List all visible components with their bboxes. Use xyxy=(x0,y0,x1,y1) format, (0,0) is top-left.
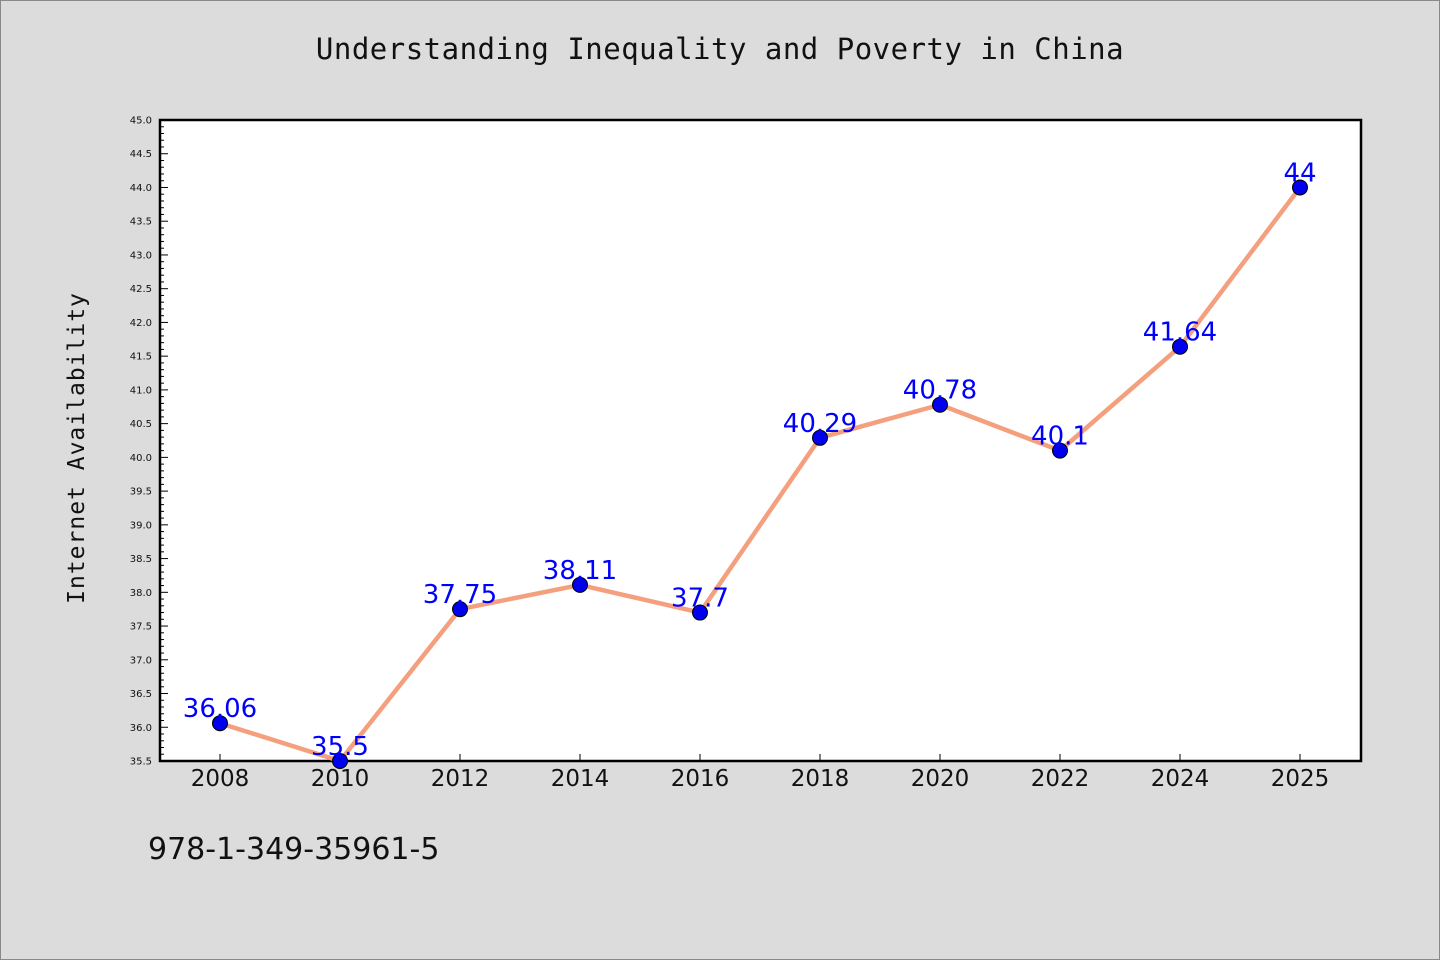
series-line-group xyxy=(217,185,1303,764)
y-tick-label: 39.5 xyxy=(130,487,152,498)
data-label: 40.78 xyxy=(903,376,977,406)
y-tick-label: 36.5 xyxy=(130,689,152,700)
y-tick-label: 41.5 xyxy=(130,352,152,363)
data-label: 44 xyxy=(1283,158,1316,188)
data-label: 36.06 xyxy=(183,694,257,724)
chart-title: Understanding Inequality and Poverty in … xyxy=(315,32,1125,66)
y-axis-label: Internet Availability xyxy=(64,292,90,604)
x-tick-label: 2010 xyxy=(311,766,370,792)
x-tick-label: 2016 xyxy=(671,766,730,792)
y-tick-label: 43.5 xyxy=(130,217,152,228)
footer-code: 978-1-349-35961-5 xyxy=(148,832,440,867)
markers-group xyxy=(212,179,1308,769)
data-point xyxy=(1292,179,1308,196)
y-tick-label: 43.0 xyxy=(130,250,152,261)
y-tick-label: 44.0 xyxy=(130,183,152,194)
y-tick-label: 40.5 xyxy=(130,419,152,430)
x-tick-label: 2022 xyxy=(1031,766,1090,792)
data-label: 40.1 xyxy=(1031,422,1089,452)
x-axis: 2008 2010 2012 2014 2016 2018 2020 2022 2024 2025 xyxy=(191,754,1330,792)
data-point xyxy=(1052,442,1068,459)
y-tick-label: 37.0 xyxy=(130,655,152,666)
x-tick-label: 2014 xyxy=(551,766,610,792)
y-tick-label: 44.5 xyxy=(130,149,152,160)
data-point xyxy=(212,715,228,732)
data-point xyxy=(572,576,588,593)
y-tick-label: 35.5 xyxy=(130,757,152,768)
x-tick-label: 2008 xyxy=(191,766,250,792)
x-tick-label: 2020 xyxy=(911,766,970,792)
data-labels-group: 36.06 35.5 37.75 38.11 37.7 40.29 40.78 40.1 41.… xyxy=(183,158,1317,762)
y-tick-label: 45.0 xyxy=(130,116,152,127)
series-line xyxy=(217,185,1303,764)
data-point xyxy=(812,429,828,446)
data-point xyxy=(1172,338,1188,355)
y-tick-label: 36.0 xyxy=(130,723,152,734)
y-tick-label: 37.5 xyxy=(130,622,152,633)
y-tick-label: 42.5 xyxy=(130,284,152,295)
data-point xyxy=(332,753,348,769)
y-tick-label: 38.5 xyxy=(130,554,152,565)
data-point xyxy=(452,601,468,618)
data-label: 37.75 xyxy=(423,580,497,610)
x-tick-label: 2018 xyxy=(791,766,850,792)
data-label: 38.11 xyxy=(543,556,617,586)
x-tick-label: 2012 xyxy=(431,766,490,792)
y-tick-label: 41.0 xyxy=(130,385,152,396)
data-label: 37.7 xyxy=(671,584,729,614)
x-tick-label: 2024 xyxy=(1151,766,1210,792)
x-tick-label: 2025 xyxy=(1271,766,1330,792)
plot-area xyxy=(158,118,1363,763)
data-label: 41.64 xyxy=(1143,318,1217,348)
y-axis: 35.5 36.0 36.5 37.0 37.5 38.0 38.5 39.0 39.5 40.0… xyxy=(130,116,168,768)
y-tick-label: 39.0 xyxy=(130,520,152,531)
data-label: 40.29 xyxy=(783,409,857,439)
y-tick-label: 38.0 xyxy=(130,588,152,599)
data-point xyxy=(692,604,708,621)
data-label: 35.5 xyxy=(311,732,369,762)
y-tick-label: 42.0 xyxy=(130,318,152,329)
data-point xyxy=(932,396,948,413)
y-tick-label: 40.0 xyxy=(130,453,152,464)
